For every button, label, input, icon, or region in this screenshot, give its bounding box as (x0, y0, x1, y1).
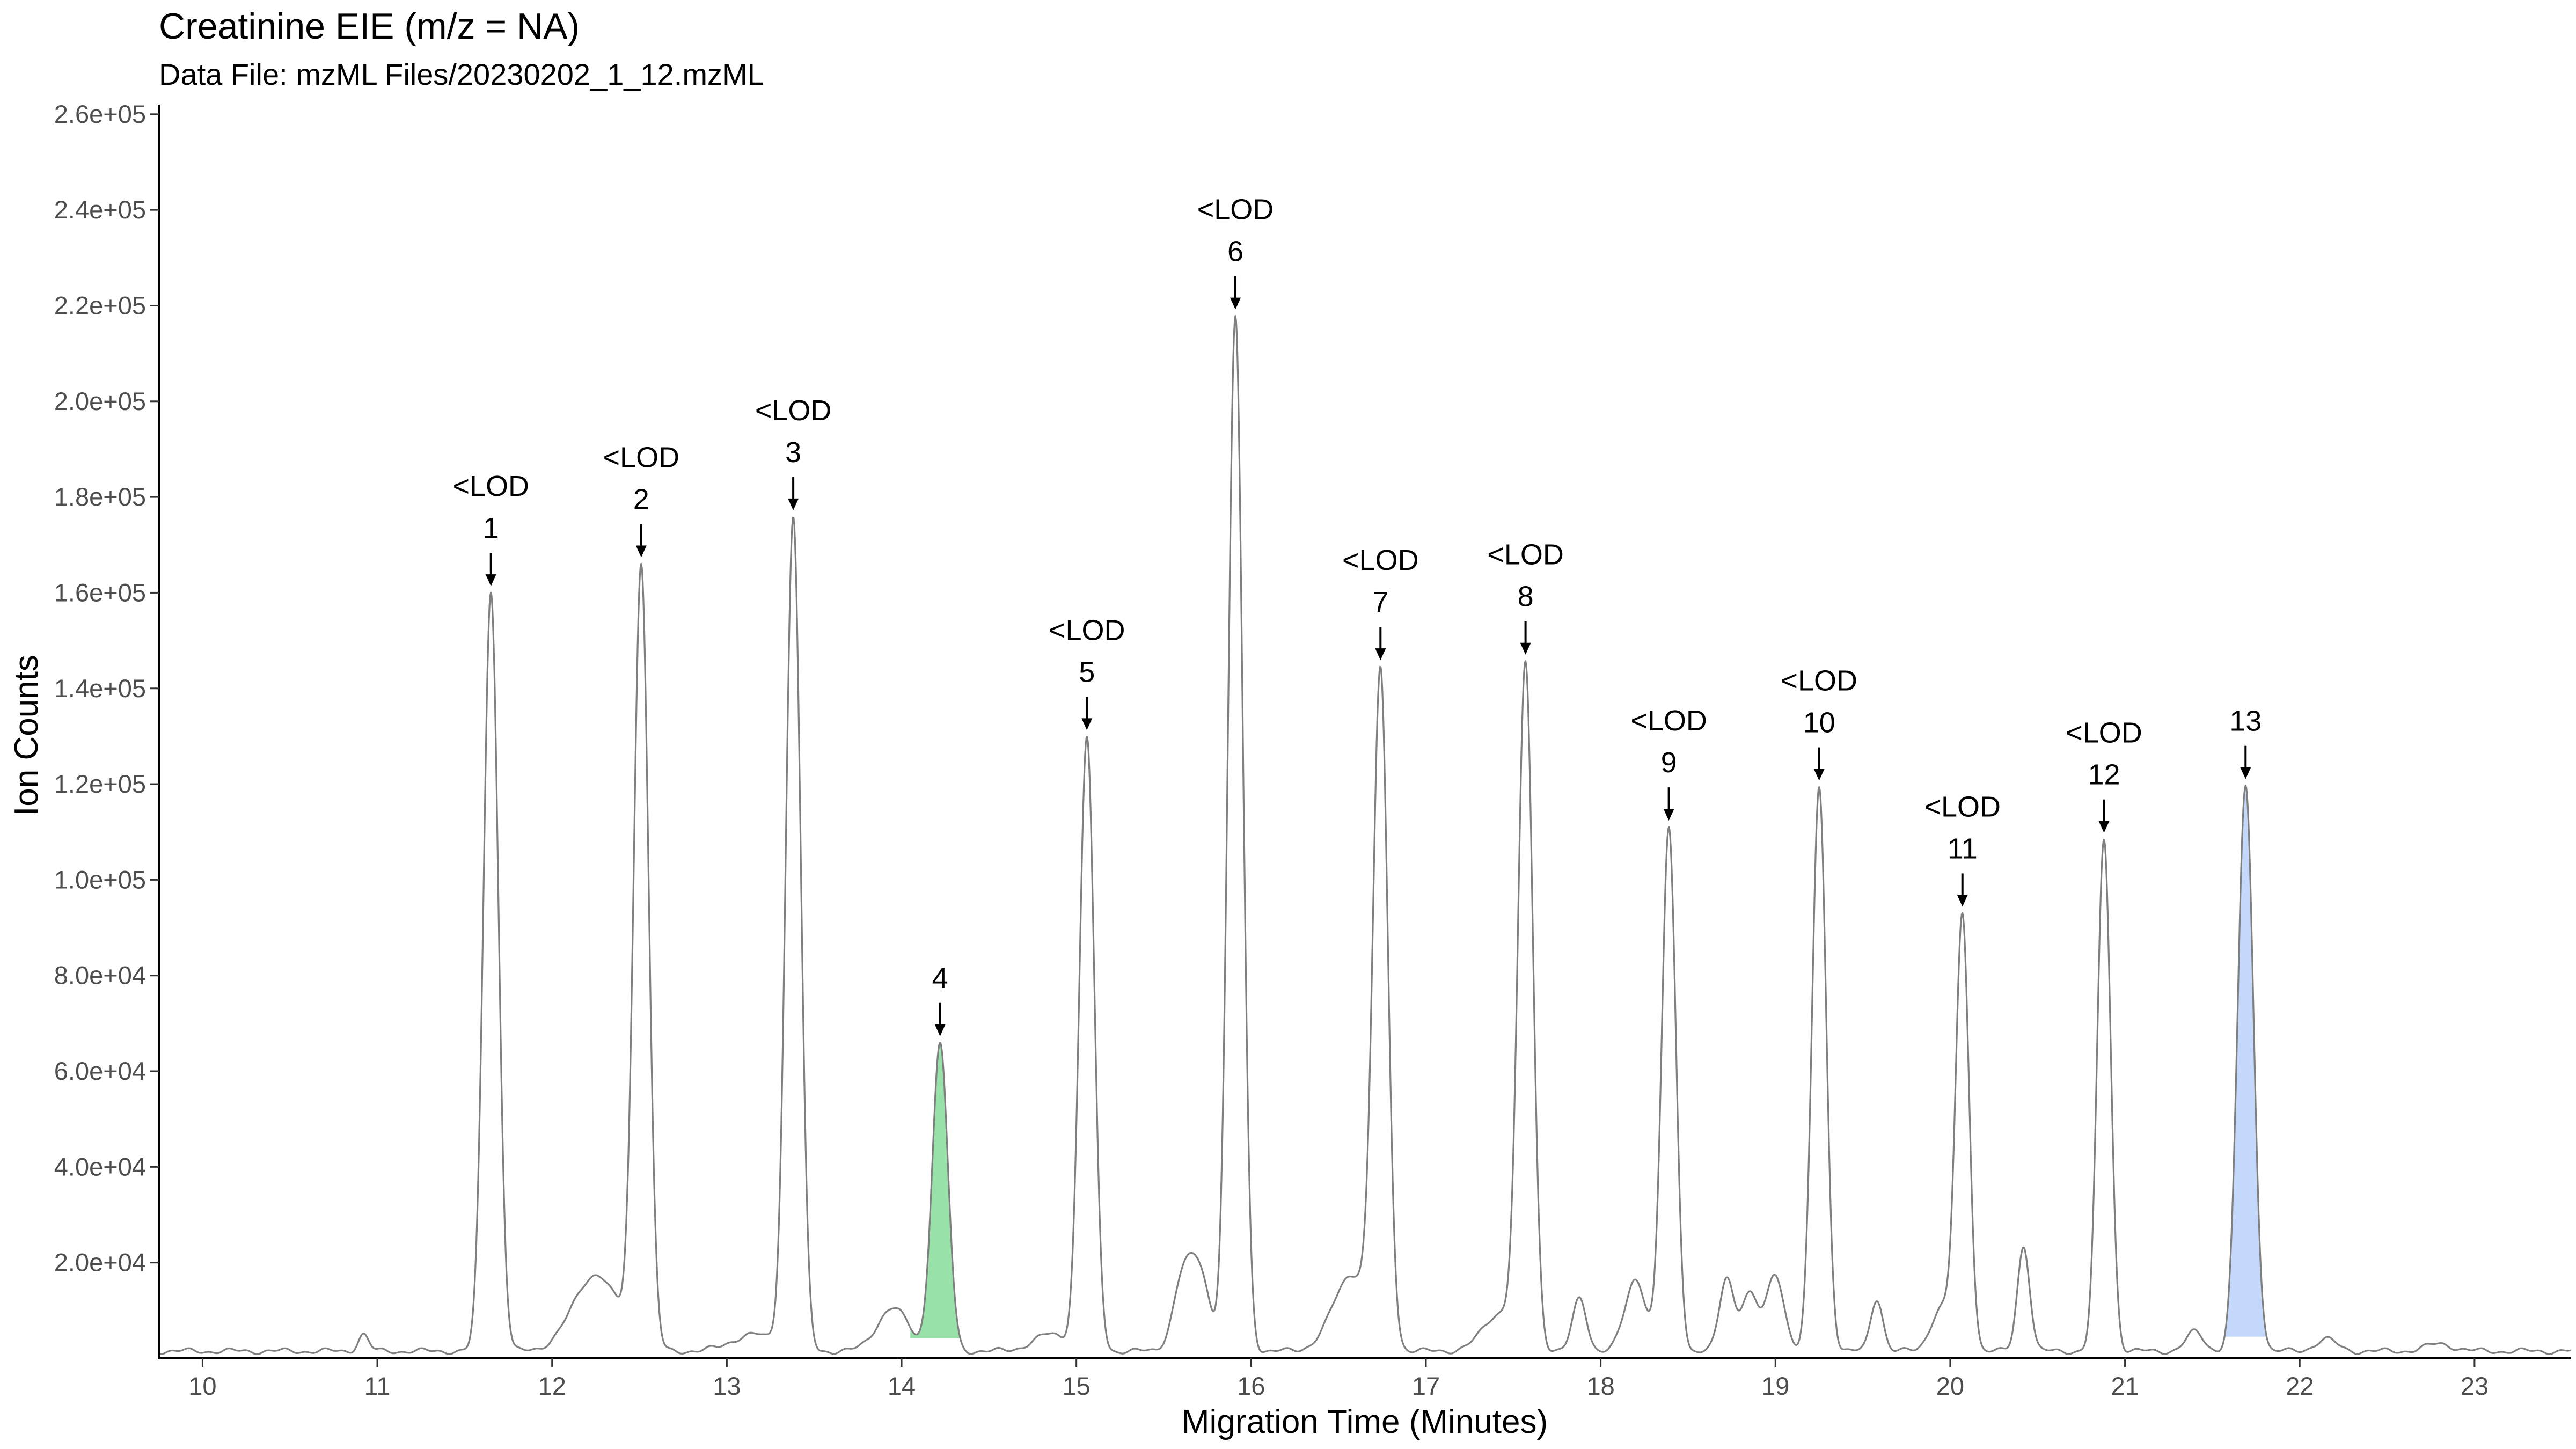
peak-12-annotation: 12 <LOD (2066, 717, 2142, 833)
y-tick-label: 8.0e+04 (54, 961, 146, 990)
x-tick-label: 21 (2111, 1372, 2139, 1400)
peak-3-annotation: 3 <LOD (755, 394, 832, 510)
peak-13-annotation: 13 (2229, 705, 2262, 779)
x-tick-label: 19 (1761, 1372, 1789, 1400)
x-tick-label: 12 (538, 1372, 566, 1400)
ion-count-trace (158, 315, 2571, 1355)
peak-number-label: 12 (2088, 759, 2120, 791)
y-tick-label: 1.4e+05 (54, 674, 146, 702)
peak-number-label: 2 (633, 484, 649, 516)
peak-status-label: <LOD (1924, 791, 2001, 823)
peak-arrow-head (1663, 809, 1674, 821)
peak-arrow-head (2240, 767, 2251, 779)
peak-status-label: <LOD (2066, 717, 2142, 749)
peak-4-annotation: 4 (932, 962, 948, 1036)
peak-number-label: 13 (2229, 705, 2262, 737)
peak-annotations: 1 <LOD 2 <LOD 3 <LOD 4 5 <LOD 6 <LOD 7 <LOD 8 <LOD 9 <LO… (452, 194, 2262, 1036)
peak-arrow-head (2098, 821, 2110, 833)
peak-number-label: 7 (1372, 586, 1388, 618)
peak-arrow-head (788, 498, 799, 510)
peak-10-annotation: 10 <LOD (1781, 665, 1857, 781)
y-tick-label: 1.8e+05 (54, 482, 146, 511)
y-axis-ticks: 2.0e+04 4.0e+04 6.0e+04 8.0e+04 1.0e+05 1.2e+… (54, 100, 159, 1277)
y-tick-label: 2.0e+05 (54, 387, 146, 415)
x-tick-label: 22 (2286, 1372, 2314, 1400)
x-tick-label: 15 (1063, 1372, 1091, 1400)
y-tick-label: 1.0e+05 (54, 865, 146, 894)
peak-number-label: 10 (1803, 707, 1835, 739)
axes (158, 105, 2571, 1359)
x-axis-ticks: 10 11 12 13 14 15 16 17 18 19 20 21 22 23 (188, 1358, 2489, 1400)
peak-7-annotation: 7 <LOD (1342, 544, 1419, 661)
x-tick-label: 14 (888, 1372, 916, 1400)
x-tick-label: 11 (364, 1372, 391, 1400)
peak-arrow-head (1081, 718, 1093, 730)
x-tick-label: 23 (2461, 1372, 2489, 1400)
y-tick-label: 2.2e+05 (54, 291, 146, 319)
peak-status-label: <LOD (603, 442, 680, 474)
peak-arrow-head (635, 545, 647, 558)
peak-arrow-head (934, 1024, 946, 1036)
peak-arrow-head (485, 574, 496, 587)
peak-number-label: 1 (483, 512, 499, 544)
x-tick-label: 10 (188, 1372, 216, 1400)
peak-fill-areas (910, 785, 2282, 1338)
x-tick-label: 17 (1412, 1372, 1440, 1400)
peak-5-annotation: 5 <LOD (1049, 614, 1125, 730)
peak-number-label: 11 (1948, 832, 1978, 865)
peak-status-label: <LOD (755, 394, 832, 427)
peak-status-label: <LOD (1197, 194, 1274, 226)
peak-status-label: <LOD (1630, 705, 1707, 737)
peak-6-annotation: 6 <LOD (1197, 194, 1274, 310)
peak-arrow-head (1230, 297, 1241, 310)
y-tick-label: 2.4e+05 (54, 195, 146, 224)
peak-number-label: 4 (932, 962, 948, 994)
y-tick-label: 2.6e+05 (54, 100, 146, 128)
peak-2-annotation: 2 <LOD (603, 442, 680, 558)
peak-status-label: <LOD (1049, 614, 1125, 646)
x-axis-title: Migration Time (Minutes) (1182, 1403, 1548, 1440)
peak-number-label: 5 (1079, 656, 1095, 688)
peak-arrow-head (1375, 648, 1386, 661)
y-tick-label: 1.6e+05 (54, 578, 146, 606)
peak-1-annotation: 1 <LOD (452, 470, 529, 587)
chart-title: Creatinine EIE (m/z = NA) (159, 6, 580, 47)
peak-number-label: 6 (1227, 236, 1243, 268)
peak-8-annotation: 8 <LOD (1487, 539, 1564, 655)
peak-arrow-head (1813, 769, 1825, 781)
peak-number-label: 3 (785, 436, 801, 469)
chart-subtitle: Data File: mzML Files/20230202_1_12.mzML (159, 57, 764, 91)
y-tick-label: 2.0e+04 (54, 1248, 146, 1277)
peak-9-annotation: 9 <LOD (1630, 705, 1707, 821)
peak-4-fill (910, 1042, 975, 1338)
x-tick-label: 20 (1936, 1372, 1964, 1400)
peak-arrow-head (1520, 642, 1531, 655)
peak-arrow-head (1957, 895, 1968, 907)
peak-number-label: 9 (1661, 747, 1677, 779)
peak-status-label: <LOD (1487, 539, 1564, 571)
peak-status-label: <LOD (1781, 665, 1857, 697)
y-axis-title: Ion Counts (8, 655, 45, 816)
peak-status-label: <LOD (1342, 544, 1419, 576)
peak-status-label: <LOD (452, 470, 529, 502)
y-tick-label: 6.0e+04 (54, 1057, 146, 1085)
peak-13-fill (2204, 785, 2282, 1337)
peak-number-label: 8 (1518, 581, 1534, 613)
y-tick-label: 1.2e+05 (54, 770, 146, 798)
x-tick-label: 16 (1237, 1372, 1265, 1400)
x-tick-label: 18 (1586, 1372, 1614, 1400)
peak-11-annotation: 11 <LOD (1924, 791, 2001, 907)
x-tick-label: 13 (713, 1372, 741, 1400)
y-tick-label: 4.0e+04 (54, 1152, 146, 1181)
